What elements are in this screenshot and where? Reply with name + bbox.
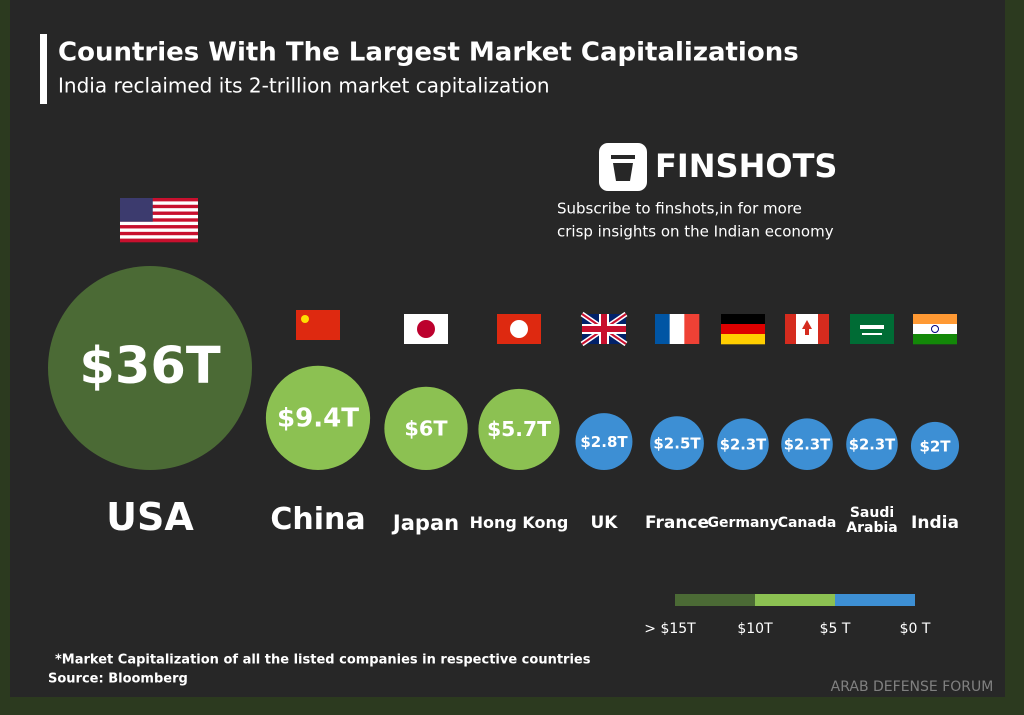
bubble: [781, 418, 833, 470]
category-label: Japan: [392, 511, 460, 535]
flag: [120, 225, 198, 229]
chart-title: Countries With The Largest Market Capita…: [58, 38, 799, 68]
bubble: [650, 416, 704, 470]
flag: [120, 235, 198, 239]
flag: [802, 320, 812, 335]
flag: [120, 231, 198, 236]
flag: [684, 314, 700, 344]
value-label: $2T: [919, 437, 951, 455]
flag: [655, 314, 670, 344]
flag: [417, 320, 435, 338]
promo-text: Subscribe to finshots,in for more: [557, 200, 802, 218]
flag: [510, 320, 528, 338]
value-label: $2.8T: [580, 433, 628, 451]
value-label: $36T: [79, 337, 220, 396]
legend-segment: [675, 594, 755, 606]
bubble: [575, 413, 633, 470]
flag: [721, 324, 765, 335]
brand-logo-mark: [611, 155, 635, 181]
category-label: Germany: [707, 515, 779, 531]
promo-text: crisp insights on the Indian economy: [557, 223, 834, 241]
flag: [120, 238, 198, 243]
flag: [120, 208, 198, 212]
flag: [785, 314, 796, 344]
flag: [120, 204, 198, 209]
flag: [913, 324, 957, 335]
category-label: UK: [590, 513, 618, 533]
flag: [862, 333, 882, 335]
value-label: $2.3T: [720, 436, 767, 454]
category-label: USA: [106, 495, 194, 539]
value-label: $2.3T: [784, 436, 831, 454]
category-label: Canada: [777, 515, 837, 531]
flag: [818, 314, 829, 344]
footnote: *Market Capitalization of all the listed…: [55, 653, 591, 668]
legend-tick-label: > $15T: [644, 621, 696, 637]
bubble: [717, 418, 769, 470]
legend-tick-label: $5 T: [820, 621, 851, 637]
flag: [296, 310, 340, 340]
flag: [120, 198, 153, 222]
value-label: $2.3T: [849, 436, 896, 454]
chart-subtitle: India reclaimed its 2-trillion market ca…: [58, 74, 550, 98]
brand-name: FINSHOTS: [655, 147, 837, 185]
bubble: [910, 421, 960, 470]
flag: [601, 314, 607, 344]
flag: [913, 314, 957, 325]
value-label: $9.4T: [277, 403, 359, 433]
flag: [120, 221, 198, 226]
value-label: $2.5T: [653, 435, 701, 453]
flag: [120, 211, 198, 216]
category-label: Saudi Arabia: [846, 505, 898, 537]
flag: [301, 315, 309, 323]
value-label: $6T: [404, 416, 448, 440]
category-label: China: [270, 502, 366, 537]
title-bar: [40, 34, 47, 104]
bubble: [478, 388, 560, 470]
bubble: [384, 386, 468, 470]
watermark: ARAB DEFENSE FORUM: [831, 679, 994, 695]
category-label: Hong Kong: [469, 513, 569, 532]
bubble: [265, 365, 371, 471]
flag: [120, 218, 198, 222]
category-label: France: [644, 513, 710, 533]
flag: [669, 314, 685, 344]
flag: [931, 325, 939, 333]
legend-segment: [755, 594, 835, 606]
flag: [913, 334, 957, 345]
flag: [721, 334, 765, 345]
legend-segment: [835, 594, 915, 606]
flag: [120, 214, 198, 219]
legend-tick-label: $0 T: [900, 621, 931, 637]
value-label: $5.7T: [487, 417, 551, 441]
bubble: [846, 418, 898, 470]
flag: [120, 228, 198, 233]
flag: [860, 325, 884, 329]
flag: [120, 198, 198, 202]
bubble: [48, 266, 252, 470]
flag: [721, 314, 765, 325]
source: Source: Bloomberg: [48, 672, 188, 687]
category-label: India: [911, 513, 959, 533]
legend-tick-label: $10T: [737, 621, 773, 637]
flag: [120, 201, 198, 206]
